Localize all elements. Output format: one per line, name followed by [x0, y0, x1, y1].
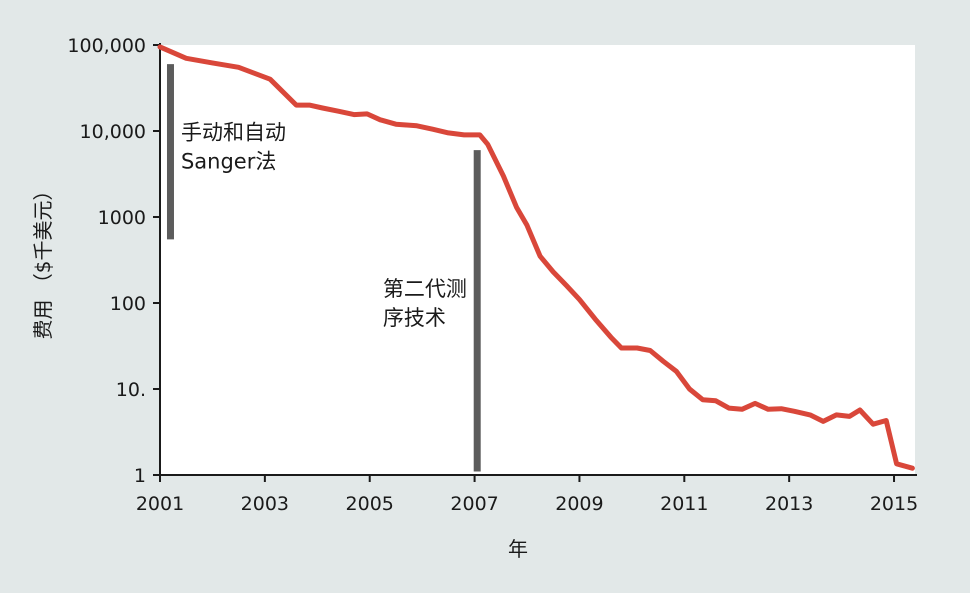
series-group: [157, 44, 915, 471]
x-axis-title: 年: [508, 537, 528, 561]
x-axis-ticks: 2001 2003 2005 2007 2009 2011 2013 2015: [136, 475, 918, 515]
x-tick-label: 2003: [241, 493, 289, 515]
annotation-text: 手动和自动: [181, 120, 286, 144]
annotation-text: Sanger法: [181, 149, 276, 173]
y-tick-label: 100: [110, 293, 146, 315]
y-tick-label: 10,000: [80, 121, 146, 143]
y-tick-label: 1: [134, 465, 146, 487]
x-tick-label: 2013: [765, 493, 813, 515]
x-tick-label: 2015: [870, 493, 918, 515]
plot-area: [160, 45, 915, 475]
x-tick-label: 2011: [660, 493, 708, 515]
y-tick-label: 100,000: [67, 35, 146, 57]
y-tick-label: 10.: [116, 379, 146, 401]
annotation-bars: [166, 64, 481, 472]
x-tick-label: 2005: [346, 493, 394, 515]
series-line: [157, 44, 915, 471]
x-tick-label: 2007: [450, 493, 498, 515]
annotation-text: 序技术: [383, 306, 446, 330]
annotation-text: 第二代测: [383, 277, 467, 301]
x-tick-label: 2009: [555, 493, 603, 515]
y-axis-ticks: 1 10. 100 1000 10,000 100,000: [67, 35, 160, 487]
x-tick-label: 2001: [136, 493, 184, 515]
y-tick-label: 1000: [98, 207, 146, 229]
y-axis-title: 费用 （$千美元）: [31, 180, 55, 339]
